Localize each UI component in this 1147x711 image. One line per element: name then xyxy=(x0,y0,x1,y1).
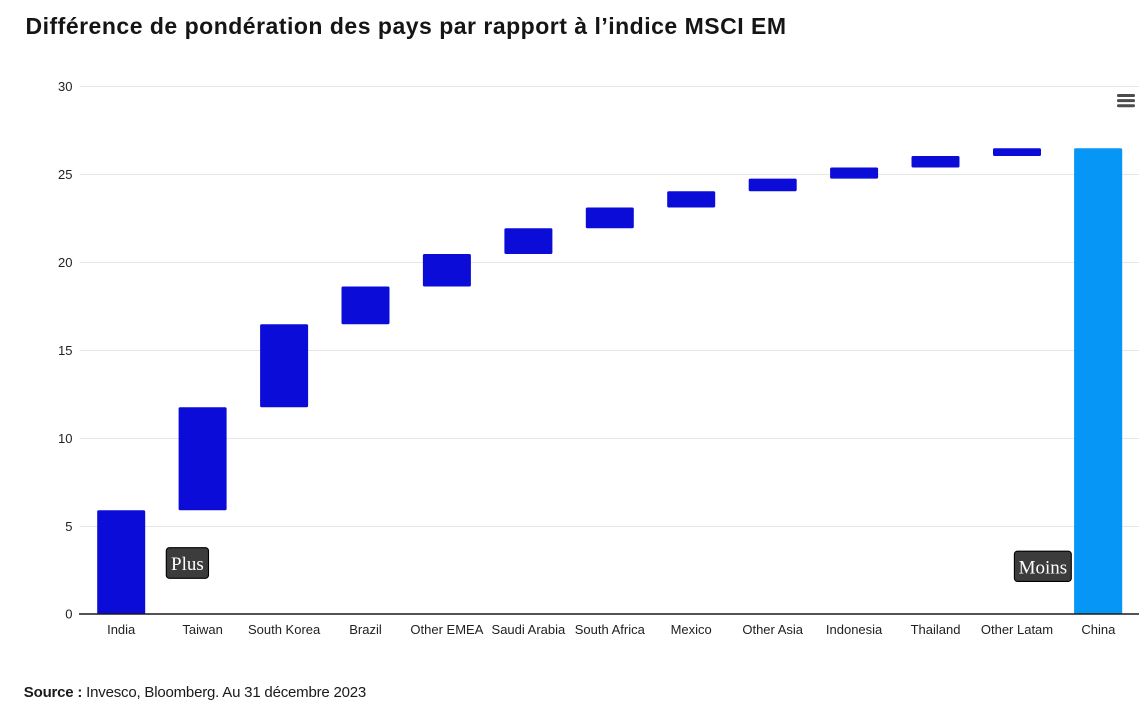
svg-text:Différence de pondération des: Différence de pondération des pays par r… xyxy=(26,13,787,39)
svg-text:0: 0 xyxy=(65,607,72,622)
svg-text:Other Asia: Other Asia xyxy=(742,622,803,637)
svg-text:15: 15 xyxy=(58,343,72,358)
svg-text:25: 25 xyxy=(58,167,72,182)
svg-text:Saudi Arabia: Saudi Arabia xyxy=(492,622,566,637)
svg-text:Indonesia: Indonesia xyxy=(826,622,883,637)
svg-text:30: 30 xyxy=(58,79,72,94)
svg-text:5: 5 xyxy=(65,519,72,534)
svg-text:Brazil: Brazil xyxy=(349,622,382,637)
svg-text:Moins: Moins xyxy=(1019,557,1068,578)
svg-text:China: China xyxy=(1081,622,1116,637)
svg-text:India: India xyxy=(107,622,136,637)
svg-text:Taiwan: Taiwan xyxy=(182,622,222,637)
svg-text:Thailand: Thailand xyxy=(911,622,961,637)
svg-text:Other Latam: Other Latam xyxy=(981,622,1053,637)
svg-text:Plus: Plus xyxy=(171,554,204,575)
svg-text:10: 10 xyxy=(58,431,72,446)
svg-text:Mexico: Mexico xyxy=(671,622,712,637)
svg-text:Other EMEA: Other EMEA xyxy=(410,622,483,637)
svg-text:South Korea: South Korea xyxy=(248,622,321,637)
svg-text:Source : Invesco, Bloomberg. A: Source : Invesco, Bloomberg. Au 31 décem… xyxy=(24,684,366,701)
svg-text:South Africa: South Africa xyxy=(575,622,646,637)
svg-text:20: 20 xyxy=(58,255,72,270)
